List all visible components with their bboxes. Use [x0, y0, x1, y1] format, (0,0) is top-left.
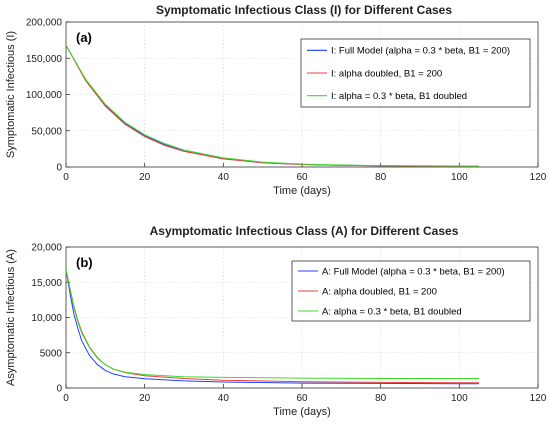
chart-1-ytick-label: 10,000 — [31, 313, 62, 324]
chart-0-xtick-label: 80 — [375, 172, 387, 183]
chart-1-ytick-label: 15,000 — [31, 278, 62, 289]
chart-1-xtick-label: 120 — [530, 393, 547, 404]
chart-1-legend-box — [291, 260, 531, 322]
chart-1-panel-label: (b) — [76, 255, 93, 270]
chart-0-series-2-line — [65, 44, 480, 167]
chart-0-title: Symptomatic Infectious Class (I) for Dif… — [156, 3, 452, 17]
chart-0: 0 20 40 60 80 100 120 0 50,000 100,000 150,000 200,… — [5, 3, 547, 197]
chart-0-xtick-label: 0 — [63, 172, 69, 183]
chart-0-ytick-label: 100,000 — [26, 90, 63, 101]
chart-0-xtick-label: 120 — [530, 172, 547, 183]
chart-0-panel-label: (a) — [76, 30, 92, 45]
chart-0-ytick-label: 50,000 — [31, 126, 62, 137]
chart-0-ytick-label: 150,000 — [26, 54, 63, 65]
chart-0-ytick-label: 200,000 — [26, 18, 63, 29]
chart-0-xlabel: Time (days) — [273, 185, 331, 197]
chart-1-series-2-line — [65, 269, 479, 379]
chart-0-legend-label-1: I: alpha doubled, B1 = 200 — [331, 68, 442, 79]
chart-1-legend-label-1: A: alpha doubled, B1 = 200 — [322, 286, 437, 297]
chart-0-xtick-label: 40 — [218, 172, 230, 183]
chart-1-title: Asymptomatic Infectious Class (A) for Di… — [150, 224, 459, 238]
chart-1-legend-label-2: A: alpha = 0.3 * beta, B1 doubled — [322, 306, 462, 317]
chart-1-xlabel: Time (days) — [273, 406, 331, 418]
chart-1-legend-label-0: A: Full Model (alpha = 0.3 * beta, B1 = … — [322, 266, 505, 277]
chart-1: 0 20 40 60 80 100 120 0 5000 10,000 15,000 20,000 As… — [5, 224, 547, 418]
chart-0-xtick-label: 60 — [296, 172, 308, 183]
chart-0-xtick-label: 20 — [139, 172, 151, 183]
chart-0-ylabel: Symptomatic Infectious (I) — [5, 31, 17, 158]
chart-1-ytick-label: 0 — [56, 384, 62, 395]
chart-1-xtick-label: 80 — [375, 393, 387, 404]
chart-1-xtick-label: 100 — [451, 393, 468, 404]
chart-1-ytick-label: 20,000 — [31, 243, 62, 254]
chart-1-xtick-label: 60 — [296, 393, 308, 404]
chart-0-legend-label-0: I: Full Model (alpha = 0.3 * beta, B1 = … — [331, 46, 510, 57]
chart-0-xtick-label: 100 — [451, 172, 468, 183]
chart-0-legend-label-2: I: alpha = 0.3 * beta, B1 doubled — [331, 91, 467, 102]
chart-0-legend-box — [300, 38, 531, 108]
chart-0-legend: I: Full Model (alpha = 0.3 * beta, B1 = … — [300, 38, 531, 108]
chart-1-xtick-label: 0 — [63, 393, 69, 404]
chart-0-ytick-label: 0 — [56, 163, 62, 174]
chart-1-series-0-line — [65, 269, 479, 385]
chart-1-xtick-label: 40 — [218, 393, 230, 404]
chart-1-xtick-label: 20 — [139, 393, 151, 404]
chart-1-ytick-label: 5000 — [40, 348, 63, 359]
chart-1-ylabel: Asymptomatic Infectious (A) — [5, 249, 17, 386]
chart-1-legend: A: Full Model (alpha = 0.3 * beta, B1 = … — [291, 260, 531, 322]
